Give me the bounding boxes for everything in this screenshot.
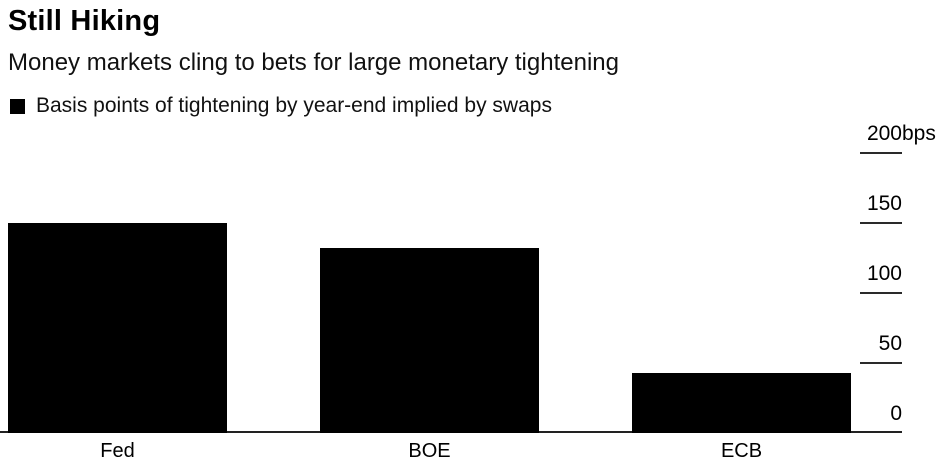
y-axis-tick-label-150: 150 bbox=[866, 192, 902, 215]
y-axis-tick-label-50: 50 bbox=[878, 332, 902, 355]
legend-swatch-icon bbox=[10, 98, 25, 114]
y-axis-tick-150 bbox=[860, 222, 902, 224]
bar-fed bbox=[8, 223, 227, 433]
legend-label: Basis points of tightening by year-end i… bbox=[36, 94, 552, 117]
y-axis-tick-50 bbox=[860, 362, 902, 364]
y-axis-tick-label-0: 0 bbox=[890, 402, 902, 425]
bar-ecb bbox=[632, 372, 851, 433]
y-axis-tick-100 bbox=[860, 292, 902, 294]
y-axis-tick-label-200: 200 bps bbox=[866, 122, 936, 145]
bar-boe bbox=[320, 248, 539, 433]
chart-title: Still Hiking bbox=[8, 5, 161, 37]
x-axis-label-ecb: ECB bbox=[720, 440, 763, 462]
y-axis-tick-label-100: 100 bbox=[866, 262, 902, 285]
chart-subtitle: Money markets cling to bets for large mo… bbox=[8, 49, 619, 76]
y-axis-unit-label: bps bbox=[902, 122, 936, 145]
legend: Basis points of tightening by year-end i… bbox=[10, 94, 552, 118]
x-axis-label-fed: Fed bbox=[100, 440, 135, 462]
y-axis-tick-200 bbox=[860, 152, 902, 154]
x-axis-label-boe: BOE bbox=[408, 440, 451, 462]
